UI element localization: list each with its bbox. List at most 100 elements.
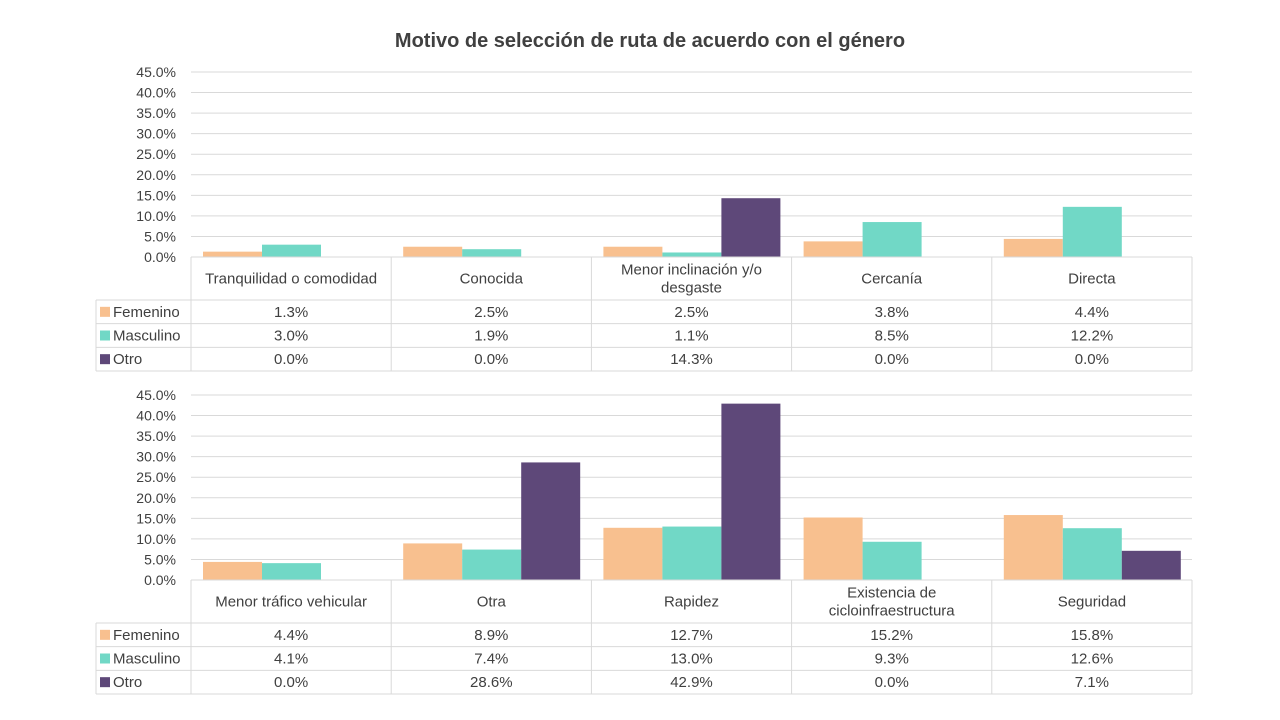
data-label: 3.0%: [274, 328, 308, 345]
data-label: 14.3%: [670, 351, 713, 368]
data-label: 0.0%: [1075, 351, 1109, 368]
data-label: 0.0%: [274, 674, 308, 691]
y-tick-label: 10.0%: [136, 208, 176, 224]
bar-femenino: [203, 561, 262, 580]
data-label: 12.7%: [670, 627, 713, 644]
data-label: 1.1%: [674, 328, 708, 345]
bar-femenino: [803, 241, 863, 257]
data-label: 0.0%: [875, 351, 909, 368]
y-tick-label: 30.0%: [136, 126, 176, 142]
bar-otro: [1121, 550, 1181, 580]
bar-masculino: [262, 563, 321, 580]
data-label: 15.2%: [870, 627, 913, 644]
legend-label: Femenino: [113, 627, 180, 644]
bar-femenino: [403, 543, 463, 580]
category-label: Menor inclinación y/o: [621, 262, 762, 279]
y-tick-label: 15.0%: [136, 187, 176, 203]
data-label: 12.2%: [1071, 328, 1114, 345]
legend-key-femenino: [100, 306, 110, 317]
category-label: Otra: [477, 594, 507, 611]
category-label: Conocida: [460, 271, 524, 288]
y-tick-label: 10.0%: [136, 531, 176, 547]
data-label: 28.6%: [470, 674, 513, 691]
category-label: Cercanía: [861, 271, 923, 288]
data-label: 2.5%: [674, 304, 708, 321]
bar-femenino: [403, 246, 463, 257]
data-label: 0.0%: [474, 351, 508, 368]
bar-otro: [721, 403, 781, 580]
category-label: Existencia de: [847, 585, 936, 602]
y-tick-label: 35.0%: [136, 428, 176, 444]
y-tick-label: 5.0%: [144, 228, 176, 244]
y-tick-label: 20.0%: [136, 167, 176, 183]
legend-key-masculino: [100, 330, 110, 341]
bar-masculino: [462, 549, 522, 580]
category-label: desgaste: [661, 280, 722, 297]
data-label: 4.1%: [274, 651, 308, 668]
category-label: cicloinfraestructura: [829, 603, 956, 620]
y-tick-label: 30.0%: [136, 449, 176, 465]
data-label: 2.5%: [474, 304, 508, 321]
legend-key-masculino: [100, 653, 110, 664]
data-label: 4.4%: [1075, 304, 1109, 321]
data-label: 8.9%: [474, 627, 508, 644]
y-tick-label: 0.0%: [144, 572, 176, 588]
legend-key-otro: [100, 677, 110, 688]
legend-key-femenino: [100, 629, 110, 640]
category-label: Seguridad: [1058, 594, 1126, 611]
bar-femenino: [603, 246, 663, 257]
data-label: 8.5%: [875, 328, 909, 345]
bar-femenino: [803, 517, 863, 580]
data-label: 7.1%: [1075, 674, 1109, 691]
chart-title: Motivo de selección de ruta de acuerdo c…: [394, 30, 906, 52]
y-tick-label: 0.0%: [144, 249, 176, 265]
y-tick-label: 25.0%: [136, 469, 176, 485]
data-label: 12.6%: [1071, 651, 1114, 668]
legend-label: Otro: [113, 351, 142, 368]
data-label: 13.0%: [670, 651, 713, 668]
y-tick-label: 15.0%: [136, 510, 176, 526]
data-label: 4.4%: [274, 627, 308, 644]
y-tick-label: 20.0%: [136, 490, 176, 506]
bar-femenino: [203, 251, 262, 257]
legend-label: Femenino: [113, 304, 180, 321]
bar-otro: [521, 462, 581, 580]
legend-label: Masculino: [113, 328, 181, 345]
y-tick-label: 40.0%: [136, 408, 176, 424]
bar-masculino: [862, 541, 922, 580]
bar-masculino: [662, 252, 722, 257]
legend-key-otro: [100, 354, 110, 365]
bar-masculino: [1062, 206, 1122, 257]
y-tick-label: 40.0%: [136, 85, 176, 101]
legend-label: Masculino: [113, 651, 181, 668]
bar-masculino: [1062, 528, 1122, 580]
y-tick-label: 45.0%: [136, 64, 176, 80]
data-label: 9.3%: [875, 651, 909, 668]
data-label: 1.3%: [274, 304, 308, 321]
bar-masculino: [262, 244, 321, 257]
category-label: Rapidez: [664, 594, 719, 611]
category-label: Menor tráfico vehicular: [215, 594, 367, 611]
data-label: 7.4%: [474, 651, 508, 668]
y-tick-label: 5.0%: [144, 551, 176, 567]
y-tick-label: 45.0%: [136, 387, 176, 403]
y-tick-label: 35.0%: [136, 105, 176, 121]
bar-masculino: [862, 222, 922, 257]
bar-masculino: [462, 249, 522, 257]
bar-femenino: [1003, 238, 1063, 257]
category-label: Tranquilidad o comodidad: [205, 271, 377, 288]
bar-otro: [721, 198, 781, 257]
legend-label: Otro: [113, 674, 142, 691]
data-label: 15.8%: [1071, 627, 1114, 644]
data-label: 0.0%: [875, 674, 909, 691]
bar-femenino: [1003, 515, 1063, 580]
data-label: 3.8%: [875, 304, 909, 321]
data-label: 1.9%: [474, 328, 508, 345]
bar-femenino: [603, 527, 663, 580]
data-label: 42.9%: [670, 674, 713, 691]
data-label: 0.0%: [274, 351, 308, 368]
category-label: Directa: [1068, 271, 1116, 288]
y-tick-label: 25.0%: [136, 146, 176, 162]
bar-masculino: [662, 526, 722, 580]
